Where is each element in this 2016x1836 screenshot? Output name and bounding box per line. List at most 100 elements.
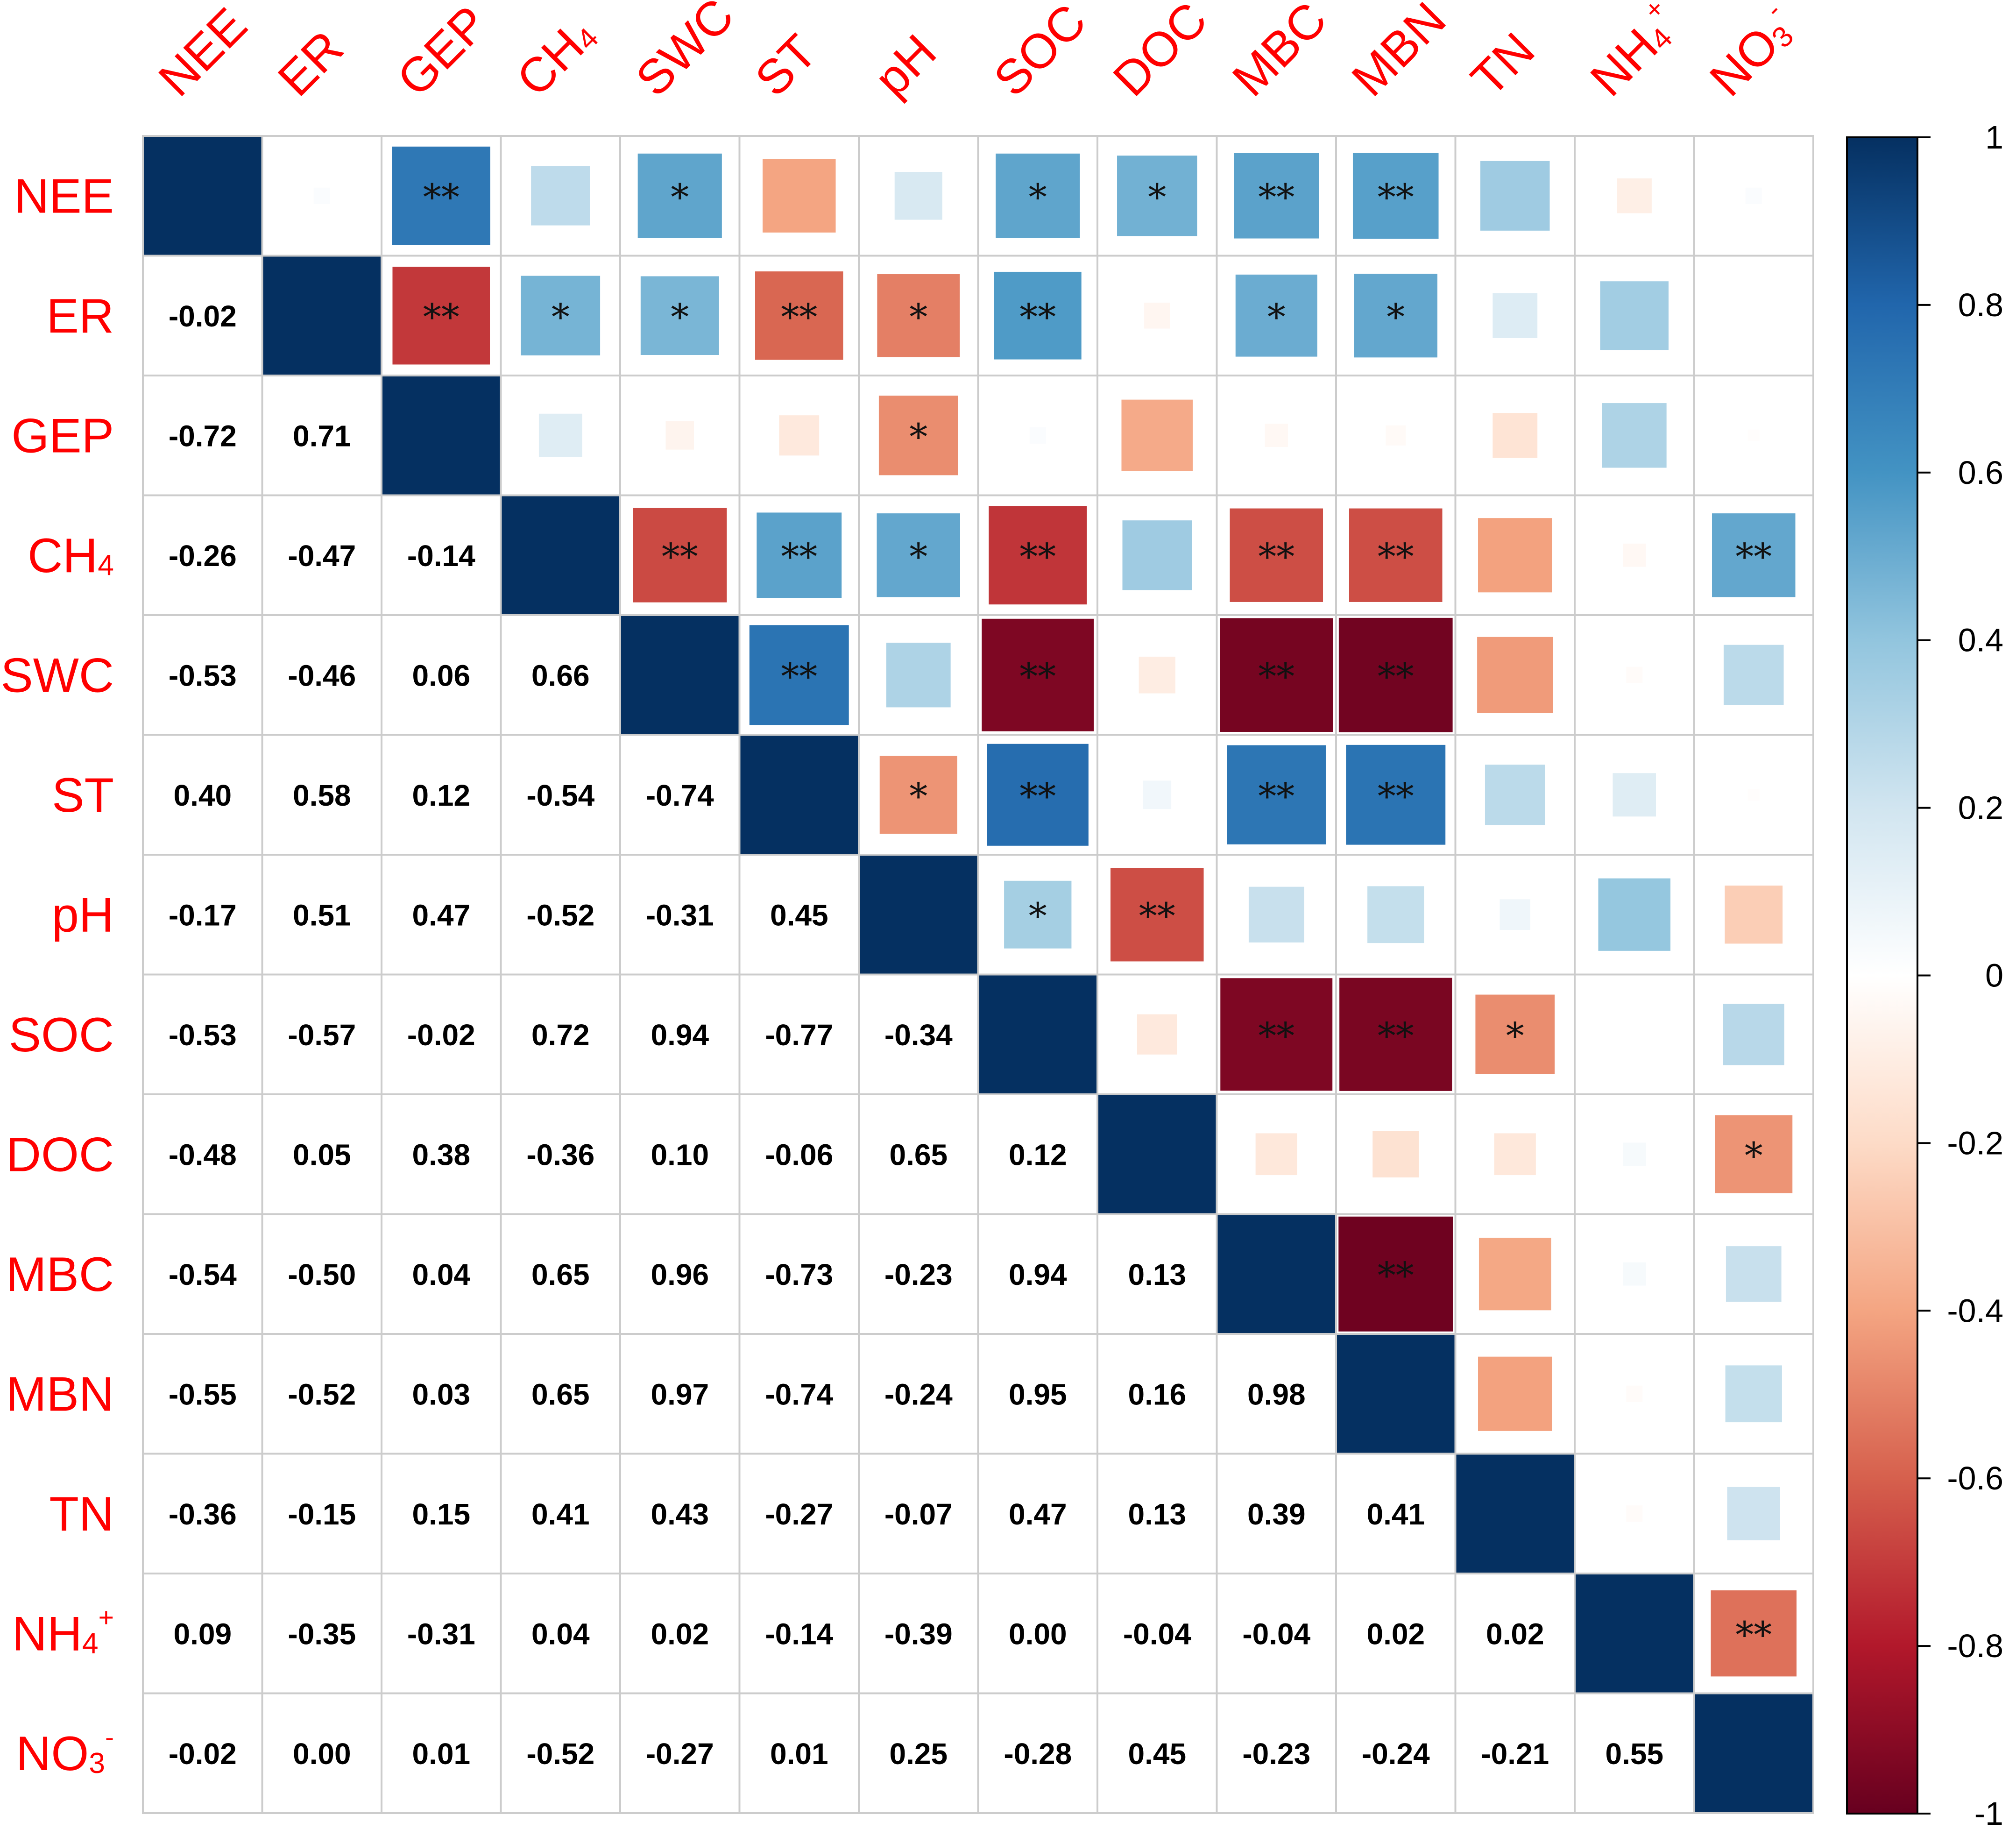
significance-mark-ST-MBC: ** (1258, 776, 1294, 818)
corr-value-NH4+-ER: -0.35 (288, 1617, 356, 1651)
row-label-NH4+: NH4+ (12, 1602, 114, 1661)
corr-square-GEP-ST (779, 415, 820, 456)
corr-square-ER-DOC (1144, 302, 1170, 329)
corr-value-NH4+-CH4: 0.04 (531, 1617, 590, 1651)
corr-square-pH-MBN (1367, 886, 1424, 943)
colorbar-tick-label: 0 (1985, 957, 2003, 994)
corr-square-GEP-SOC (1029, 427, 1046, 444)
corr-value-MBN-ST: -0.74 (765, 1377, 833, 1411)
corr-square-SWC-ST (749, 625, 849, 725)
colorbar-tick-label: -1 (1974, 1795, 2003, 1832)
corr-value-MBN-pH: -0.24 (884, 1377, 953, 1411)
corr-square-NH4+-NO3- (1711, 1590, 1797, 1677)
corr-square-CH4-DOC (1122, 520, 1192, 590)
significance-mark-CH4-NO3-: ** (1735, 536, 1772, 578)
row-label-SWC: SWC (0, 648, 114, 702)
corr-value-DOC-pH: 0.65 (889, 1138, 948, 1171)
corr-value-pH-NEE: -0.17 (169, 898, 237, 932)
column-label-MBC: MBC (1222, 0, 1337, 106)
corr-square-ER-TN (1493, 293, 1538, 338)
corr-value-CH4-NEE: -0.26 (169, 539, 237, 573)
corr-value-SOC-CH4: 0.72 (531, 1018, 590, 1052)
corr-value-TN-ER: -0.15 (288, 1497, 356, 1531)
diagonal-cell (143, 136, 262, 256)
color-legend: 1 0.8 0.6 0.4 0.2 0 -0.2 -0.4 -0.6 -0.8 -1 (1846, 119, 2003, 1832)
corr-value-MBN-CH4: 0.65 (531, 1377, 590, 1411)
diagonal-cell (501, 495, 620, 615)
corr-value-MBN-ER: -0.52 (288, 1377, 356, 1411)
corr-value-MBN-GEP: 0.03 (412, 1377, 470, 1411)
corr-square-TN-NH4+ (1626, 1505, 1643, 1522)
corr-square-NEE-ST (762, 159, 836, 233)
significance-mark-SWC-MBC: ** (1258, 656, 1294, 698)
row-label-DOC: DOC (6, 1127, 114, 1182)
corr-square-SOC-NO3- (1723, 1004, 1784, 1065)
colorbar-tick-label: 0.2 (1958, 790, 2003, 826)
corr-value-MBC-pH: -0.23 (884, 1258, 953, 1291)
diagonal-cell (1694, 1693, 1813, 1813)
corr-value-NO3--ST: 0.01 (770, 1737, 828, 1771)
corr-square-pH-NH4+ (1598, 878, 1671, 951)
corr-square-CH4-ST (757, 512, 842, 598)
corr-square-ST-MBC (1227, 745, 1326, 844)
corr-square-ER-SWC (640, 276, 719, 355)
corr-square-CH4-TN (1478, 518, 1552, 593)
corr-value-NO3--GEP: 0.01 (412, 1737, 470, 1771)
corr-square-CH4-MBC (1230, 508, 1323, 602)
colorbar-tick-label: -0.4 (1947, 1292, 2003, 1329)
corr-value-ST-NEE: 0.40 (173, 779, 232, 812)
significance-mark-CH4-MBN: ** (1378, 536, 1414, 578)
significance-mark-ST-MBN: ** (1378, 776, 1414, 818)
colorbar-tick-label: 0.6 (1958, 454, 2003, 491)
significance-mark-NEE-GEP: ** (423, 177, 460, 219)
corr-value-DOC-ST: -0.06 (765, 1138, 833, 1171)
corr-square-GEP-NO3- (1747, 429, 1760, 441)
corr-value-DOC-ER: 0.05 (293, 1138, 351, 1171)
corr-square-GEP-NH4+ (1602, 403, 1667, 468)
corr-value-CH4-ER: -0.47 (288, 539, 356, 573)
corr-value-NH4+-DOC: -0.04 (1123, 1617, 1191, 1651)
corr-square-ER-MBN (1354, 274, 1437, 358)
corr-value-DOC-SWC: 0.10 (651, 1138, 709, 1171)
column-label-GEP: GEP (387, 0, 498, 106)
corr-value-TN-ST: -0.27 (765, 1497, 833, 1531)
colorbar-tick-label: -0.6 (1947, 1460, 2003, 1496)
corr-square-SOC-DOC (1137, 1014, 1177, 1055)
corr-square-DOC-NH4+ (1623, 1142, 1646, 1166)
corr-square-NEE-NO3- (1745, 187, 1762, 204)
corr-square-pH-TN (1500, 899, 1530, 930)
significance-mark-pH-SOC: * (1029, 895, 1047, 937)
corr-value-NO3--SWC: -0.27 (646, 1737, 714, 1771)
column-label-SOC: SOC (983, 0, 1096, 106)
corr-value-TN-SOC: 0.47 (1009, 1497, 1067, 1531)
corr-value-NO3--pH: 0.25 (889, 1737, 948, 1771)
corr-value-MBC-GEP: 0.04 (412, 1258, 470, 1291)
corr-square-ER-pH (877, 274, 960, 357)
row-label-NO3-: NO3- (16, 1723, 114, 1781)
corr-value-MBC-NEE: -0.54 (169, 1258, 237, 1291)
corr-value-NH4+-MBN: 0.02 (1366, 1617, 1425, 1651)
corr-value-pH-CH4: -0.52 (526, 898, 594, 932)
corr-value-TN-NEE: -0.36 (169, 1497, 237, 1531)
corr-square-CH4-NH4+ (1623, 543, 1646, 567)
significance-mark-ST-SOC: ** (1019, 776, 1056, 818)
significance-mark-SWC-SOC: ** (1019, 656, 1056, 698)
corr-value-NO3--CH4: -0.52 (526, 1737, 594, 1771)
corr-value-MBC-ST: -0.73 (765, 1258, 833, 1291)
significance-mark-ER-ST: ** (781, 297, 817, 339)
corr-square-MBN-NH4+ (1626, 1385, 1643, 1402)
column-label-NO3-: NO3- (1697, 0, 1807, 106)
corr-square-NEE-DOC (1117, 156, 1197, 236)
row-label-ER: ER (47, 289, 114, 343)
corr-value-SOC-GEP: -0.02 (407, 1018, 475, 1052)
corr-square-SWC-DOC (1139, 656, 1175, 694)
corr-value-NO3--MBN: -0.24 (1362, 1737, 1430, 1771)
significance-mark-ER-MBC: * (1267, 297, 1286, 339)
column-labels: NEE ER GEP CH4 SWC ST pH SOC DOC MBC MBN TN NH4+NO3- (149, 0, 1807, 106)
corr-square-DOC-TN (1494, 1133, 1536, 1176)
corr-value-NH4+-MBC: -0.04 (1242, 1617, 1310, 1651)
corr-square-MBC-MBN (1338, 1216, 1453, 1332)
corr-value-NH4+-SWC: 0.02 (651, 1617, 709, 1651)
corr-square-NEE-CH4 (531, 166, 590, 226)
